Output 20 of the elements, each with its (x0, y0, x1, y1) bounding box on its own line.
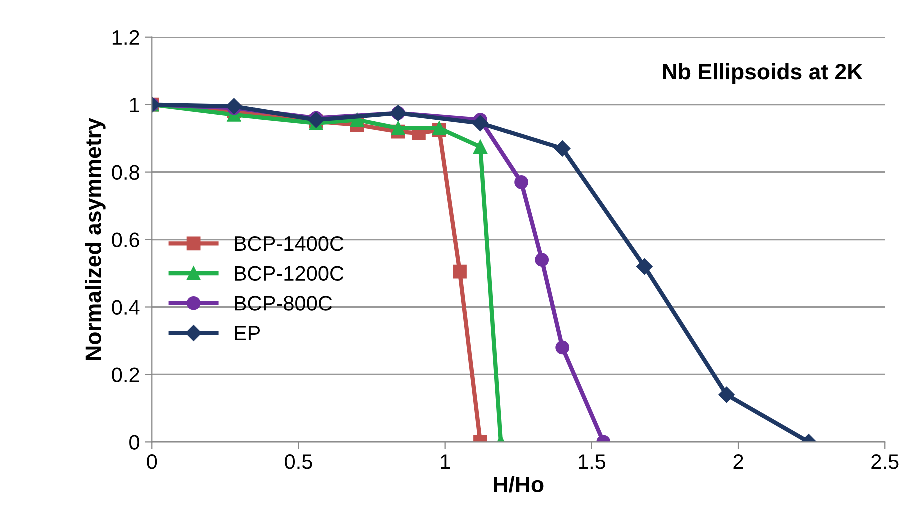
y-tick-label: 1 (130, 98, 140, 112)
legend-label: BCP-1200C (235, 266, 344, 282)
x-tick-label: 2 (734, 454, 744, 470)
y-tick-label: 0 (130, 435, 140, 450)
legend-label: BCP-800C (235, 296, 332, 311)
legend-label: BCP-1400C (235, 236, 344, 252)
text: Nb Ellipsoids at 2K (663, 63, 863, 84)
y-tick-label: 0.6 (112, 232, 140, 248)
y-tick-label: 1.2 (112, 30, 140, 45)
x-axis-title: H/Ho (494, 476, 544, 493)
x-tick-label: 1 (441, 454, 450, 470)
legend-label: EP (235, 326, 260, 341)
y-tick-label: 0.8 (112, 165, 140, 180)
x-tick-label: 0 (147, 454, 158, 470)
y-axis-title: Normalized asymmetry (85, 118, 106, 360)
y-tick-label: 0.4 (112, 300, 140, 315)
x-tick-label: 1.5 (579, 454, 606, 470)
x-tick-label: 0.5 (285, 454, 312, 470)
y-tick-label: 0.2 (112, 368, 140, 382)
x-tick-label: 2.5 (872, 454, 899, 470)
